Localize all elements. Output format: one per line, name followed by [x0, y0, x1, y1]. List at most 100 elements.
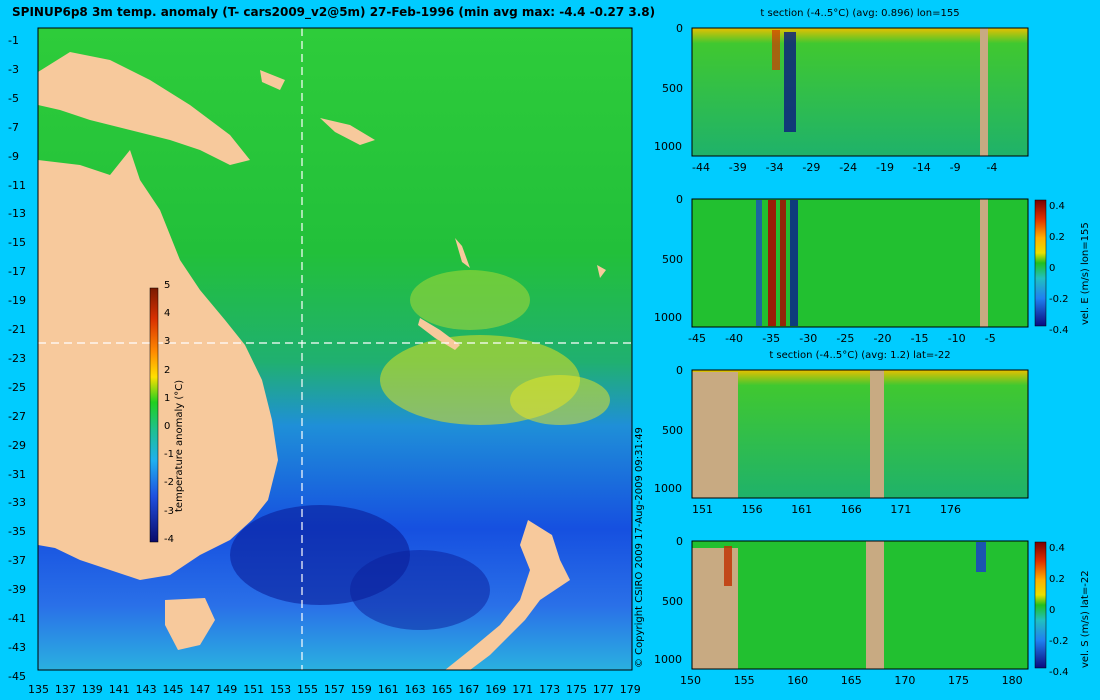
fiji-islands: [597, 265, 606, 278]
section-y-tick-label: 500: [662, 595, 683, 608]
map-colorbar-tick: 0: [164, 421, 171, 432]
new-guinea-landmass: [38, 52, 250, 165]
t-section-lat-title: t section (-4..5°C) (avg: 1.2) lat=-22: [769, 350, 951, 361]
new-zealand-landmass: [445, 520, 570, 670]
section-field: [692, 199, 1028, 327]
map-y-tick-label: -35: [8, 525, 26, 539]
section-x-tick-label: -25: [836, 332, 855, 345]
vel-s-section-panel: [691, 540, 1047, 670]
section-x-tick-label: 166: [840, 503, 862, 516]
map-y-tick-label: -9: [8, 149, 19, 163]
map-x-tick-label: 177: [592, 683, 614, 696]
section-y-tick-label: 1000: [654, 140, 682, 153]
copyright-text: © Copyright CSIRO 2009 17-Aug-2009 09:31…: [634, 427, 645, 668]
section-x-tick-label: -9: [949, 161, 961, 174]
section-x-tick-label: -29: [802, 161, 821, 174]
map-x-tick-label: 161: [377, 683, 399, 696]
section-x-tick-label: -10: [947, 332, 966, 345]
section-frame: [691, 27, 1029, 157]
vanuatu-islands: [455, 238, 470, 268]
warm-anomaly: [410, 270, 530, 330]
section-x-tick-label: -19: [876, 161, 894, 174]
map-colorbar-tick: 2: [164, 364, 171, 376]
northward-flow: [976, 542, 986, 572]
map-x-tick-label: 159: [350, 683, 372, 696]
t-section-lat-panel: [691, 369, 1029, 499]
map-y-tick-label: -31: [8, 467, 26, 481]
warm-anomaly: [510, 375, 610, 425]
section-x-tick-label: -34: [765, 161, 784, 174]
map-y-tick-label: -41: [8, 612, 26, 625]
section-x-tick-label: -24: [839, 161, 858, 174]
map-colorbar-tick: -2: [164, 477, 174, 489]
section-y-tick-label: 500: [662, 82, 683, 95]
map-x-tick-label: 163: [404, 683, 426, 696]
section-y-tick-label: 500: [662, 253, 683, 266]
map-x-tick-label: 151: [243, 683, 265, 696]
map-colorbar-tick: -4: [164, 533, 174, 545]
tasmania-landmass: [165, 598, 215, 650]
section-frame: [691, 540, 1029, 670]
section-x-tick-label: -39: [728, 161, 747, 174]
section-y-tick-label: 1000: [654, 482, 682, 495]
section-x-tick-label: -40: [725, 332, 744, 345]
map-x-tick-label: 169: [485, 683, 507, 696]
map-x-tick-label: 145: [162, 683, 184, 696]
map-x-tick-label: 165: [431, 683, 453, 696]
section-x-tick-label: 180: [1001, 674, 1023, 687]
section-y-tick-label: 500: [662, 424, 683, 437]
vel-e-section-panel: [691, 198, 1047, 328]
map-colorbar: [149, 287, 159, 543]
map-colorbar-tick: -1: [164, 449, 174, 461]
section-x-tick-label: 160: [787, 674, 809, 687]
vel-s-colorbar: [1034, 541, 1047, 669]
section-field: [692, 28, 1028, 156]
map-panel: [37, 27, 633, 671]
map-colorbar-label: temperature anomaly (°C): [174, 379, 185, 512]
map-y-tick-label: -27: [8, 409, 26, 423]
map-x-tick-label: 153: [270, 683, 292, 696]
map-y-tick-label: -39: [8, 583, 26, 597]
map-x-tick-label: 171: [512, 683, 534, 696]
section-x-tick-label: 161: [791, 503, 813, 516]
map-y-tick-label: -17: [8, 265, 26, 279]
map-x-tick-label: 147: [189, 683, 211, 696]
map-colorbar-tick: -3: [164, 505, 174, 517]
section-land: [866, 541, 884, 669]
map-x-tick-label: 167: [458, 683, 480, 696]
section-colorbar-tick: -0.4: [1049, 667, 1069, 678]
section-x-tick-label: -15: [910, 332, 929, 345]
westward-jet: [790, 200, 798, 326]
section-colorbar-tick: 0.2: [1049, 574, 1065, 585]
section-land: [980, 28, 988, 156]
section-field: [692, 370, 1028, 498]
map-colorbar-tick: 5: [164, 280, 171, 291]
section-land: [870, 370, 884, 498]
section-x-tick-label: 155: [733, 674, 755, 687]
map-y-tick-label: -1: [8, 34, 19, 47]
section-colorbar-tick: 0.4: [1049, 543, 1065, 554]
section-x-tick-label: -20: [873, 332, 892, 345]
map-x-tick-label: 179: [619, 683, 641, 696]
section-x-tick-label: -4: [986, 161, 998, 174]
cold-core: [784, 32, 796, 132]
map-y-tick-label: -3: [8, 62, 19, 76]
t-section-lon-title: t section (-4..5°C) (avg: 0.896) lon=155: [760, 8, 960, 19]
section-y-tick-label: 0: [676, 22, 683, 35]
map-y-tick-label: -25: [8, 380, 26, 394]
section-x-tick-label: 170: [894, 674, 916, 687]
map-x-tick-label: 137: [54, 683, 76, 696]
map-frame: [37, 27, 633, 671]
map-x-tick-label: 173: [539, 683, 561, 696]
section-y-tick-label: 0: [676, 193, 683, 206]
vel-s-colorbar-label: vel. S (m/s) lat=-22: [1080, 570, 1091, 668]
map-x-tick-label: 157: [323, 683, 345, 696]
section-x-tick-label: -35: [762, 332, 781, 345]
section-frame: [691, 369, 1029, 499]
map-x-tick-label: 155: [297, 683, 318, 696]
section-land: [692, 372, 738, 498]
map-x-tick-label: 149: [216, 683, 238, 696]
map-x-tick-label: 135: [28, 683, 49, 696]
section-x-tick-label: -44: [692, 161, 710, 174]
section-colorbar-tick: -0.2: [1049, 294, 1069, 305]
